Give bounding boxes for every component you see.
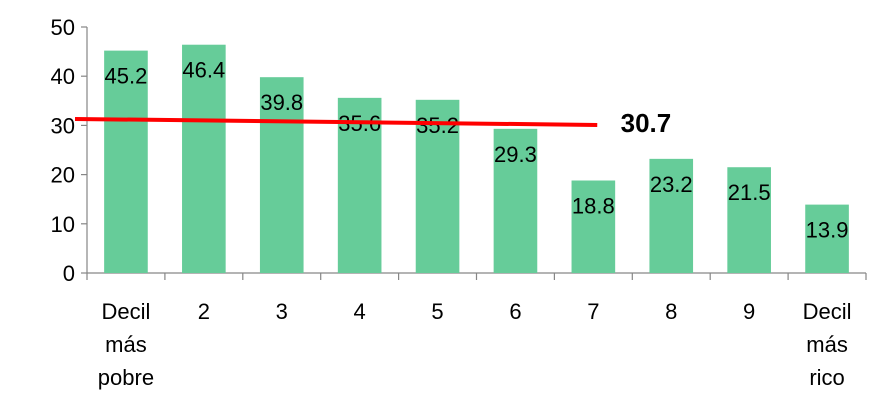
data-label: 23.2	[650, 172, 693, 197]
bar	[805, 204, 849, 273]
x-tick-label-line: 2	[198, 299, 210, 324]
data-label: 18.8	[572, 194, 615, 219]
x-tick-label: 9	[743, 299, 755, 324]
y-tick-label: 30	[51, 113, 75, 138]
x-tick-label: 5	[431, 299, 443, 324]
data-label: 29.3	[494, 142, 537, 167]
data-label: 46.4	[182, 58, 225, 83]
x-tick-label: 6	[509, 299, 521, 324]
x-tick-label: 4	[354, 299, 366, 324]
x-tick-label-line: más	[105, 332, 147, 357]
x-tick-label-line: 5	[431, 299, 443, 324]
bar	[649, 158, 694, 273]
y-tick-label: 50	[51, 15, 75, 40]
reference-line-label: 30.7	[621, 108, 672, 138]
y-tick-label: 0	[63, 261, 75, 286]
x-tick-label-line: 8	[665, 299, 677, 324]
data-label: 21.5	[728, 180, 771, 205]
x-tick-label-line: 6	[509, 299, 521, 324]
x-tick-label: 2	[198, 299, 210, 324]
reference-line	[74, 116, 598, 127]
bar	[182, 44, 226, 273]
x-tick-label: 8	[665, 299, 677, 324]
data-label: 39.8	[260, 90, 303, 115]
y-tick-label: 20	[51, 163, 75, 188]
y-tick-label: 40	[51, 64, 75, 89]
bar	[337, 97, 382, 274]
x-axis: Decil más pobre 2 3 4 5 6 7 8 9 Decil más rico	[86, 272, 867, 390]
data-label: 13.9	[806, 218, 849, 243]
reference-line-group: 30.7	[74, 108, 672, 138]
bar	[727, 167, 771, 273]
bar	[493, 128, 538, 273]
bar	[104, 50, 148, 274]
x-tick-label-line: 7	[587, 299, 599, 324]
x-tick-label-line: Decil	[803, 299, 852, 324]
y-axis: 0 10 20 30 40 50	[51, 15, 88, 286]
x-tick-label-line: rico	[809, 365, 844, 390]
data-label: 45.2	[105, 64, 148, 89]
bars	[104, 44, 849, 274]
data-label: 35.2	[416, 113, 459, 138]
x-tick-label: Decil más rico	[803, 299, 852, 390]
x-tick-label-line: Decil	[101, 299, 150, 324]
bar	[415, 99, 460, 273]
x-tick-label: Decil más pobre	[98, 299, 154, 390]
x-tick-label-line: más	[806, 332, 848, 357]
y-tick-label: 10	[51, 212, 75, 237]
x-tick-label-line: pobre	[98, 365, 154, 390]
bar	[259, 77, 304, 274]
bar	[571, 180, 616, 273]
x-tick-label-line: 9	[743, 299, 755, 324]
data-labels: 45.2 46.439.835.6 35.229.318.823.2 21.513.9	[105, 58, 849, 243]
x-tick-label-line: 3	[276, 299, 288, 324]
x-tick-label-line: 4	[354, 299, 366, 324]
x-tick-label: 3	[276, 299, 288, 324]
x-tick-label: 7	[587, 299, 599, 324]
